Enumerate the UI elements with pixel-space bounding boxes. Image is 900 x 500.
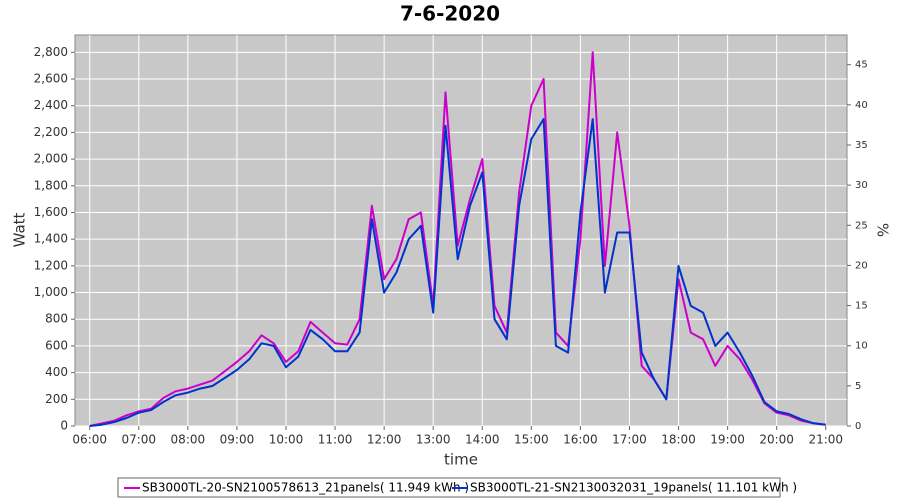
y2-tick-label: 40 [855,100,868,111]
y-tick-label: 1,000 [34,285,68,299]
x-tick-label: 06:00 [72,433,107,447]
x-tick-label: 14:00 [465,433,500,447]
y-tick-label: 600 [45,338,68,352]
x-tick-label: 15:00 [514,433,549,447]
x-tick-label: 11:00 [318,433,353,447]
y-tick-label: 2,400 [34,98,68,112]
series-line [89,118,826,427]
x-tick-label: 18:00 [661,433,696,447]
y2-axis-label: % [874,223,892,237]
x-tick-label: 16:00 [563,433,598,447]
y-tick-label: 800 [45,312,68,326]
series-line [89,51,826,427]
y-tick-label: 2,600 [34,72,68,86]
y2-tick-label: 5 [855,381,861,392]
x-tick-label: 19:00 [710,433,745,447]
y-tick-label: 2,200 [34,125,68,139]
y-tick-label: 1,200 [34,258,68,272]
x-tick-label: 21:00 [808,433,843,447]
x-tick-label: 08:00 [171,433,206,447]
legend [117,477,781,498]
y-tick-label: 0 [60,419,68,433]
y-tick-label: 2,000 [34,152,68,166]
y2-tick-label: 20 [855,260,868,271]
x-axis-label: time [444,451,478,469]
y-tick-label: 1,800 [34,178,68,192]
y2-tick-label: 10 [855,341,868,352]
y2-tick-label: 15 [855,301,868,312]
y2-tick-label: 25 [855,220,868,231]
y-axis-label: Watt [11,212,29,247]
y2-tick-label: 35 [855,140,868,151]
legend-label: SB3000TL-21-SN2130032031_19panels( 11.10… [470,481,797,495]
x-tick-label: 13:00 [416,433,451,447]
legend-label: SB3000TL-20-SN2100578613_21panels( 11.94… [142,481,469,495]
x-tick-label: 09:00 [220,433,255,447]
x-tick-label: 17:00 [612,433,647,447]
chart-title: 7-6-2020 [400,2,500,26]
x-tick-label: 12:00 [367,433,402,447]
x-tick-label: 07:00 [121,433,156,447]
y2-tick-label: 0 [855,421,861,432]
y-tick-label: 2,800 [34,45,68,59]
y-tick-label: 1,600 [34,205,68,219]
y-tick-label: 1,400 [34,232,68,246]
x-tick-label: 10:00 [269,433,304,447]
x-tick-label: 20:00 [759,433,794,447]
y-tick-label: 200 [45,392,68,406]
y2-tick-label: 30 [855,180,868,191]
y2-tick-label: 45 [855,60,868,71]
y-tick-label: 400 [45,365,68,379]
